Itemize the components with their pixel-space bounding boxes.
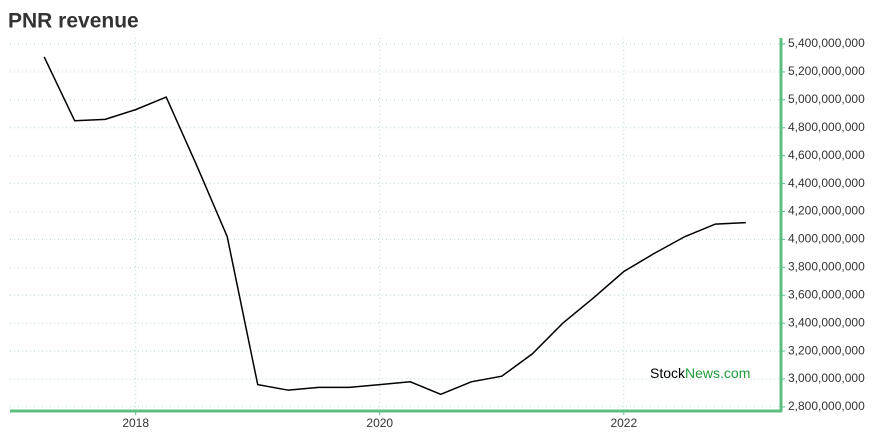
watermark-part: News.com xyxy=(685,365,750,381)
y-tick-label: 3,800,000,000 xyxy=(788,260,865,274)
line xyxy=(43,56,746,396)
y-tick-label: 5,000,000,000 xyxy=(788,92,865,106)
y-tick-label: 4,400,000,000 xyxy=(788,176,865,190)
y-tick-label: 3,000,000,000 xyxy=(788,371,865,385)
watermark: StockNews.com xyxy=(650,365,750,381)
y-tick-label: 4,200,000,000 xyxy=(788,204,865,218)
y-tick-label: 2,800,000,000 xyxy=(788,399,865,413)
x-tick-label: 2018 xyxy=(122,416,149,430)
chart-title: PNR revenue xyxy=(8,10,139,33)
watermark-part: Stock xyxy=(650,365,686,381)
x-tick-label: 2020 xyxy=(366,416,393,430)
x-tick-label: 2022 xyxy=(610,416,637,430)
y-tick-label: 5,400,000,000 xyxy=(788,36,865,50)
y-tick-label: 3,400,000,000 xyxy=(788,315,865,329)
y-tick-label: 5,200,000,000 xyxy=(788,64,865,78)
y-tick-label: 4,800,000,000 xyxy=(788,120,865,134)
y-tick-label: 3,600,000,000 xyxy=(788,287,865,301)
y-tick-label: 4,000,000,000 xyxy=(788,232,865,246)
y-tick-label: 4,600,000,000 xyxy=(788,148,865,162)
y-tick-label: 3,200,000,000 xyxy=(788,343,865,357)
